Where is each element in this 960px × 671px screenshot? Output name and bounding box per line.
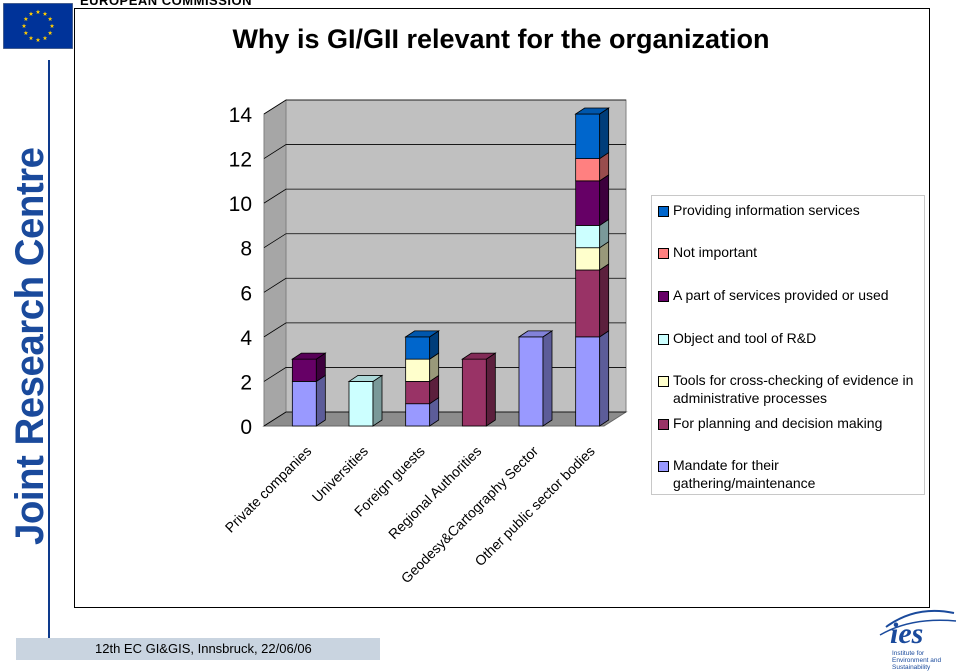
organization-header: EUROPEAN COMMISSION — [80, 0, 253, 8]
y-tick-label: 8 — [240, 238, 252, 261]
gridline — [263, 411, 626, 427]
ies-logo-tagline-3: Sustainability — [892, 664, 931, 671]
footer-text: 12th EC GI&GIS, Innsbruck, 22/06/06 — [95, 641, 312, 656]
bar-segment — [348, 381, 374, 427]
ies-logo-wordmark: ies — [890, 617, 923, 650]
bar-segment — [575, 269, 601, 338]
eu-star-icon — [35, 9, 41, 14]
legend-swatch — [658, 248, 669, 259]
legend-label: A part of services provided or used — [673, 287, 889, 303]
bar-segment — [405, 381, 431, 405]
ies-logo: ies Institute for Environment and Sustai… — [879, 609, 957, 671]
x-tick-label: Other public sector bodies — [471, 443, 597, 569]
gridline — [263, 277, 626, 293]
y-tick-label: 12 — [229, 149, 252, 172]
bar-segment-side — [485, 352, 496, 427]
chart-title: Why is GI/GII relevant for the organizat… — [232, 24, 770, 54]
y-tick-label: 4 — [240, 327, 252, 350]
eu-star-icon — [42, 11, 48, 16]
bar-segment — [575, 158, 601, 182]
sidebar-divider — [48, 60, 50, 660]
eu-star-icon — [42, 35, 48, 41]
legend-label: Tools for cross-checking of evidence in … — [673, 372, 914, 406]
bar-top — [291, 352, 327, 360]
eu-star-icon — [28, 11, 34, 16]
bar-segment-side — [599, 263, 610, 338]
eu-star-icon — [21, 23, 27, 28]
bar-segment — [461, 358, 487, 427]
bar-segment — [291, 381, 317, 427]
ies-logo-tagline-2: Environment and — [892, 657, 942, 664]
bar-segment — [405, 358, 431, 382]
eu-star-icon — [47, 16, 53, 21]
bar-segment — [575, 113, 601, 159]
gridline — [263, 367, 626, 382]
bar-segment — [575, 247, 601, 271]
bar-segment — [405, 403, 431, 427]
bar-top — [404, 330, 440, 338]
chart-side-wall — [263, 99, 287, 427]
bar-segment-side — [315, 374, 326, 427]
bar-segment — [518, 336, 544, 427]
legend-swatch — [658, 461, 669, 472]
bar-top — [461, 352, 497, 360]
bar-segment — [575, 336, 601, 427]
bar-top — [517, 330, 554, 338]
gridline — [263, 233, 626, 249]
legend-label: For planning and decision making — [673, 415, 883, 431]
legend-label: Mandate for their gathering/maintenance — [673, 457, 816, 491]
bar-segment — [405, 336, 431, 360]
gridline — [263, 188, 626, 204]
bar-segment-side — [599, 174, 610, 227]
bar-segment-side — [372, 374, 383, 427]
eu-star-icon — [47, 30, 53, 35]
bar-segment — [575, 180, 601, 226]
gridline — [263, 322, 626, 338]
legend-swatch — [658, 291, 669, 302]
bar-segment-side — [542, 330, 553, 427]
bar-segment — [291, 358, 317, 382]
bar-segment-side — [599, 330, 610, 427]
ies-logo-tagline-1: Institute for — [892, 650, 925, 657]
x-tick-label: Regional Authorities — [385, 443, 484, 542]
x-tick-label: Universities — [309, 443, 371, 505]
eu-star-icon — [23, 30, 29, 35]
bar-top — [347, 375, 384, 382]
legend-label: Object and tool of R&D — [673, 330, 817, 346]
legend-label: Not important — [673, 244, 758, 260]
x-tick-label: Private companies — [222, 443, 315, 536]
y-tick-label: 2 — [240, 371, 252, 394]
eu-star-icon — [35, 37, 41, 42]
chart-legend: Providing information services Not import… — [651, 195, 925, 495]
eu-star-icon — [28, 35, 34, 41]
y-tick-label: 14 — [229, 104, 253, 127]
eu-star-icon — [49, 23, 55, 28]
eu-star-icon — [23, 16, 29, 21]
legend-swatch — [658, 206, 669, 217]
legend-swatch — [658, 334, 669, 345]
bar-top — [574, 107, 610, 115]
y-tick-label: 6 — [240, 282, 252, 305]
footer-bar — [16, 638, 380, 660]
y-tick-label: 0 — [240, 416, 252, 439]
legend-swatch — [658, 419, 669, 430]
legend-label: Providing information services — [673, 202, 860, 218]
y-tick-label: 10 — [229, 193, 252, 216]
legend-swatch — [658, 376, 669, 387]
bar-segment — [575, 225, 601, 249]
bar-segment-side — [599, 107, 610, 160]
gridline — [263, 144, 626, 159]
chart-back-wall — [285, 99, 627, 413]
eu-flag-logo — [3, 3, 73, 49]
gridline — [263, 99, 626, 115]
